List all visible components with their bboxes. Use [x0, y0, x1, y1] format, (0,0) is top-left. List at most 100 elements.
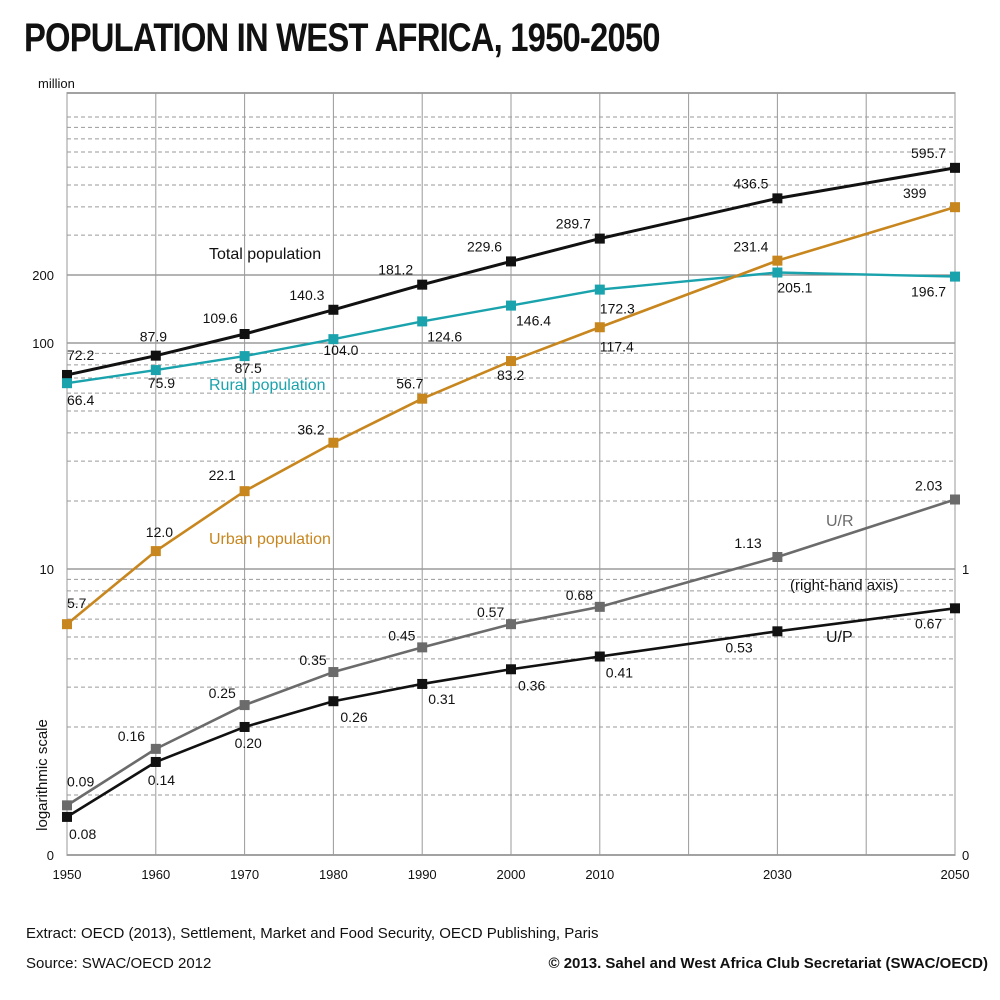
data-point-up [772, 626, 783, 637]
data-point-rural [506, 300, 516, 311]
right-axis-tick-label: 0 [962, 848, 969, 863]
data-point-rural [417, 316, 428, 327]
left-axis-tick-label: 10 [40, 562, 54, 577]
footer-source: Source: SWAC/OECD 2012 [26, 955, 212, 972]
series-name-ur: U/R [826, 513, 854, 530]
data-point-urban [239, 486, 250, 497]
data-point-ur [239, 700, 250, 711]
data-label-rural: 104.0 [323, 342, 358, 358]
data-point-total [950, 162, 960, 173]
data-label-ur: 0.25 [209, 685, 236, 701]
data-point-total [506, 256, 516, 267]
data-point-urban [417, 393, 428, 404]
data-point-up [950, 603, 960, 614]
data-label-up: 0.67 [915, 615, 942, 631]
data-label-urban: 5.7 [67, 595, 87, 611]
data-label-up: 0.14 [148, 772, 175, 788]
data-label-urban: 83.2 [497, 367, 524, 383]
data-point-ur [417, 642, 428, 653]
series-name-up: U/P [826, 629, 853, 646]
series-name-rural: Rural population [209, 377, 326, 394]
data-label-up: 0.26 [340, 709, 367, 725]
data-label-ur: 0.09 [67, 773, 94, 789]
data-point-rural [950, 271, 960, 282]
data-label-ur: 0.35 [299, 652, 326, 668]
data-label-up: 0.36 [518, 677, 545, 693]
data-point-total [328, 304, 339, 315]
data-label-up: 0.53 [725, 639, 752, 655]
data-point-ur [62, 800, 72, 811]
data-label-urban: 36.2 [297, 422, 324, 438]
footer-extract: Extract: OECD (2013), Settlement, Market… [26, 925, 599, 942]
data-point-up [62, 811, 72, 822]
data-label-rural: 146.4 [516, 313, 551, 329]
data-point-total [594, 233, 605, 244]
left-axis-tick-label: 200 [32, 268, 54, 283]
data-label-rural: 75.9 [148, 375, 175, 391]
data-label-urban: 12.0 [146, 524, 173, 540]
x-tick-label: 1950 [53, 867, 82, 882]
data-point-ur [506, 619, 516, 630]
data-point-rural [594, 284, 605, 295]
data-label-total: 181.2 [378, 262, 413, 278]
x-tick-label: 2010 [585, 867, 614, 882]
data-point-ur [950, 494, 960, 505]
data-label-urban: 231.4 [733, 239, 768, 255]
series-name-urban: Urban population [209, 531, 331, 548]
data-point-ur [328, 667, 339, 678]
data-point-up [417, 678, 428, 689]
data-label-total: 229.6 [467, 238, 502, 254]
x-tick-label: 1960 [141, 867, 170, 882]
data-point-rural [150, 365, 161, 376]
data-label-rural: 172.3 [600, 301, 635, 317]
footer-copyright: © 2013. Sahel and West Africa Club Secre… [548, 955, 988, 972]
data-point-rural [328, 334, 339, 345]
data-point-urban [950, 202, 960, 213]
data-label-ur: 0.68 [566, 587, 593, 603]
left-axis-tick-label: 100 [32, 336, 54, 351]
left-axis-scale-label: logarithmic scale [34, 719, 51, 831]
data-point-up [150, 756, 161, 767]
data-label-urban: 399 [903, 185, 927, 201]
data-label-urban: 117.4 [600, 338, 634, 354]
left-axis-unit: million [38, 76, 75, 91]
data-label-up: 0.41 [606, 665, 633, 681]
data-label-total: 289.7 [556, 216, 591, 232]
x-tick-label: 1990 [408, 867, 437, 882]
x-tick-label: 2050 [941, 867, 970, 882]
series-name-total: Total population [209, 246, 321, 263]
left-axis-tick-label: 0 [47, 848, 54, 863]
data-point-urban [328, 437, 339, 448]
data-label-ur: 0.57 [477, 604, 504, 620]
right-axis-note: (right-hand axis) [790, 577, 898, 594]
data-label-up: 0.08 [69, 826, 96, 842]
data-point-total [150, 350, 161, 361]
data-point-up [328, 696, 339, 707]
data-label-rural: 205.1 [777, 279, 812, 295]
data-point-up [239, 721, 250, 732]
data-point-urban [62, 619, 72, 630]
data-point-rural [772, 267, 783, 278]
data-label-rural: 87.5 [235, 360, 262, 376]
x-tick-label: 2000 [497, 867, 526, 882]
data-label-ur: 0.16 [118, 728, 145, 744]
data-label-total: 87.9 [140, 329, 167, 345]
data-label-urban: 22.1 [209, 467, 236, 483]
data-label-total: 109.6 [203, 310, 238, 326]
data-point-ur [150, 743, 161, 754]
chart-title: POPULATION IN WEST AFRICA, 1950-2050 [24, 16, 661, 60]
data-label-total: 595.7 [911, 145, 946, 161]
data-point-total [417, 279, 428, 290]
data-label-rural: 66.4 [67, 392, 94, 408]
data-label-ur: 0.45 [388, 627, 415, 643]
data-point-up [506, 664, 516, 675]
data-point-urban [150, 546, 161, 557]
x-tick-label: 1980 [319, 867, 348, 882]
data-label-up: 0.31 [428, 691, 455, 707]
data-point-urban [506, 356, 516, 367]
data-label-rural: 196.7 [911, 284, 946, 300]
data-label-ur: 1.13 [734, 535, 761, 551]
x-tick-label: 1970 [230, 867, 259, 882]
data-label-up: 0.20 [235, 735, 262, 751]
